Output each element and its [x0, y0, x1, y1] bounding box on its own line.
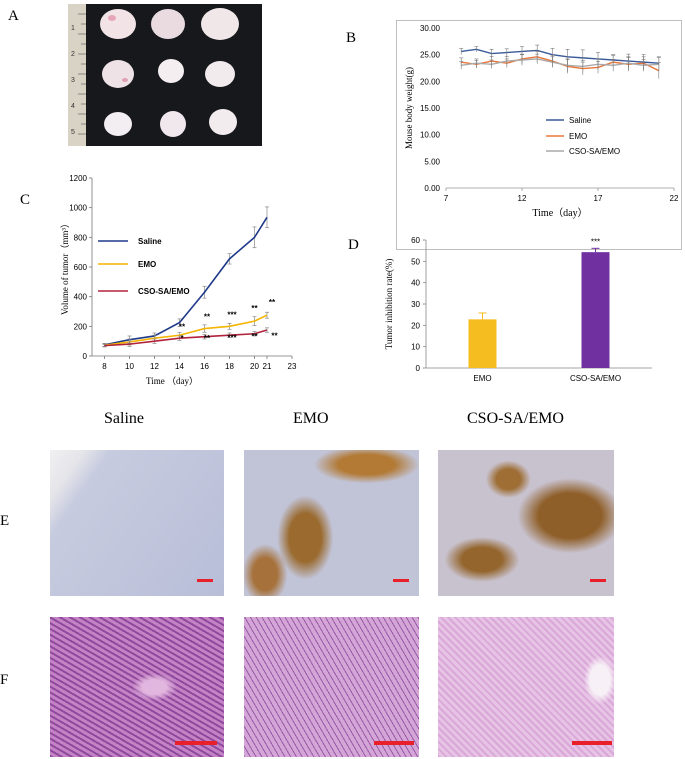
- chart-d-ytick-2: 20: [411, 321, 420, 330]
- chart-b-xtick-2: 17: [594, 194, 603, 203]
- chart-b-ytick-1: 5.00: [424, 157, 440, 166]
- chart-b-xtick-3: 22: [670, 194, 679, 203]
- ihc-image-saline: [50, 450, 224, 596]
- column-label-cso: CSO-SA/EMO: [467, 410, 564, 427]
- chart-c-xtick-8: 23: [288, 362, 297, 371]
- chart-c-sig-1: *: [180, 334, 184, 343]
- chart-c-ytick-0: 0: [83, 352, 88, 361]
- he-image-cso: [438, 617, 614, 757]
- chart-c-ytick-4: 800: [74, 233, 88, 242]
- chart-b-ytick-2: 10.00: [420, 131, 441, 140]
- ruler-mark-4: 4: [71, 103, 75, 110]
- chart-d-xtick-1: CSO-SA/EMO: [570, 374, 621, 383]
- chart-c-xtick-4: 16: [200, 362, 209, 371]
- chart-c-sig-5: ***: [227, 333, 237, 342]
- ihc-image-emo: [244, 450, 419, 596]
- chart-d-ylabel: Tumor inhibition rate(%): [384, 259, 394, 350]
- tumor-photo-graphic: 1 2 3 4 5: [68, 4, 239, 146]
- chart-c-sig-0: **: [179, 322, 186, 331]
- inhibition-rate-chart: 0 10 20 30 40 50 60 Tumor inhibition rate(%) EMO…: [384, 236, 652, 383]
- he-image-emo: [244, 617, 419, 757]
- chart-d-ytick-4: 40: [411, 279, 420, 288]
- column-label-saline: Saline: [104, 410, 144, 427]
- chart-c-xtick-0: 8: [102, 362, 107, 371]
- ihc-image-cso: [438, 450, 614, 596]
- tumor-photo: 1 2 3 4 5: [68, 4, 262, 146]
- ruler-mark-2: 2: [71, 51, 75, 58]
- chart-b-ytick-4: 20.00: [420, 77, 441, 86]
- body-weight-chart: 0.00 5.00 10.00 15.00 20.00 25.00 30.00 7 12 17 22…: [396, 20, 682, 250]
- chart-b-xlabel: Time（day）: [532, 207, 587, 219]
- chart-b-legend-label-2: CSO-SA/EMO: [569, 147, 620, 156]
- panel-label-c: C: [20, 192, 31, 208]
- chart-c-line-1: [104, 314, 268, 347]
- panel-label-e: E: [0, 513, 10, 529]
- chart-b-ylabel: Mouse body weight(g): [404, 67, 414, 149]
- column-label-emo: EMO: [293, 410, 329, 427]
- chart-c-ylabel: Volume of tumor（mm³）: [60, 219, 70, 315]
- tumor-volume-chart: 0 200 400 600 800 1000 1200 8 10 12 14 16 18 20 21 23 Ti…: [60, 174, 297, 386]
- chart-c-sig-3: **: [204, 334, 211, 343]
- scale-bar-e-cso: [590, 579, 606, 582]
- chart-b-ytick-3: 15.00: [420, 104, 441, 113]
- chart-d-bar-0: [468, 319, 497, 368]
- panel-label-f: F: [0, 672, 9, 688]
- chart-c-sig-4: ***: [227, 310, 237, 319]
- chart-d-ytick-6: 60: [411, 236, 420, 245]
- ruler-mark-3: 3: [71, 77, 75, 84]
- chart-c-ytick-5: 1000: [69, 204, 87, 213]
- chart-c-ytick-2: 400: [74, 293, 88, 302]
- scale-bar-e-saline: [197, 579, 213, 582]
- tumor-samples: [100, 8, 239, 137]
- chart-d-ytick-3: 30: [411, 300, 420, 309]
- chart-c-sig-9: **: [271, 331, 278, 340]
- chart-c-ytick-6: 1200: [69, 174, 87, 183]
- panel-label-a: A: [8, 8, 19, 24]
- chart-c-sig-6: **: [251, 304, 258, 313]
- chart-c-xtick-1: 10: [125, 362, 134, 371]
- chart-d-xtick-0: EMO: [473, 374, 491, 383]
- chart-d-bar-1: [581, 252, 610, 368]
- chart-b-frame: [396, 20, 682, 250]
- chart-b-xtick-1: 12: [518, 194, 527, 203]
- chart-c-legend-label-0: Saline: [138, 237, 162, 246]
- chart-d-ytick-5: 50: [411, 257, 420, 266]
- chart-b-ytick-0: 0.00: [424, 184, 440, 193]
- chart-c-legend-label-2: CSO-SA/EMO: [138, 287, 190, 296]
- scale-bar-f-emo: [374, 741, 414, 745]
- chart-c-ytick-3: 600: [74, 263, 88, 272]
- he-image-saline: [50, 617, 224, 757]
- chart-b-ytick-5: 25.00: [420, 51, 441, 60]
- chart-c-line-0: [104, 216, 268, 346]
- chart-c-xtick-7: 21: [263, 362, 272, 371]
- panel-label-d: D: [348, 237, 359, 253]
- ruler-mark-5: 5: [71, 129, 75, 136]
- chart-b-xtick-0: 7: [444, 194, 449, 203]
- chart-b-ytick-6: 30.00: [420, 24, 441, 33]
- chart-c-line-2: [104, 329, 268, 347]
- chart-d-ytick-1: 10: [411, 343, 420, 352]
- chart-b-line-0: [461, 48, 659, 64]
- chart-c-xlabel: Time （day）: [146, 376, 198, 386]
- chart-c-xtick-5: 18: [225, 362, 234, 371]
- panel-label-b: B: [346, 30, 357, 46]
- chart-c-legend-label-1: EMO: [138, 260, 156, 269]
- chart-c-sig-7: **: [251, 332, 258, 341]
- chart-b-line-2: [461, 58, 659, 68]
- chart-d-ytick-0: 0: [416, 364, 421, 373]
- chart-c-xtick-6: 20: [250, 362, 259, 371]
- ruler-mark-1: 1: [71, 25, 75, 32]
- chart-b-legend-label-1: EMO: [569, 132, 587, 141]
- chart-c-xtick-3: 14: [175, 362, 184, 371]
- scale-bar-f-cso: [572, 741, 612, 745]
- chart-c-xtick-2: 12: [150, 362, 159, 371]
- scale-bar-f-saline: [175, 741, 217, 745]
- scale-bar-e-emo: [393, 579, 409, 582]
- chart-b-legend-label-0: Saline: [569, 116, 592, 125]
- chart-c-sig-8: **: [269, 298, 276, 307]
- chart-d-sig-0: ***: [591, 237, 600, 246]
- chart-c-ytick-1: 200: [74, 322, 88, 331]
- chart-c-sig-2: **: [204, 313, 211, 322]
